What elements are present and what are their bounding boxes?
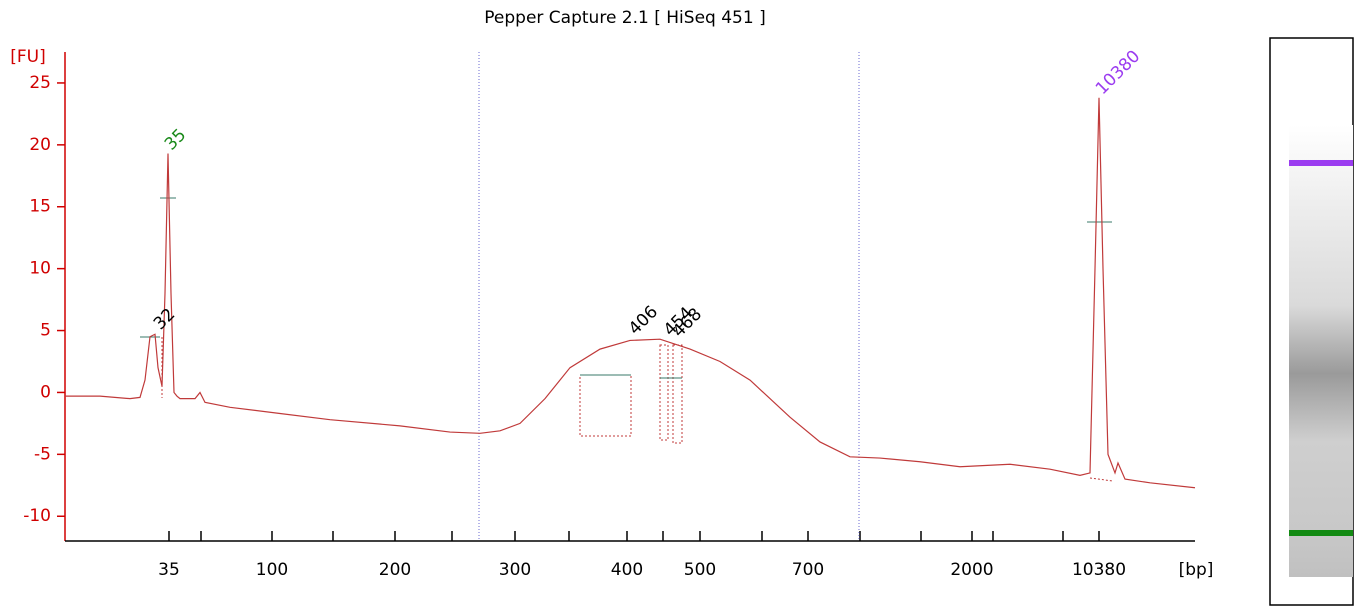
- x-tick-label: 200: [379, 560, 411, 580]
- x-tick-label: 100: [256, 560, 288, 580]
- y-tick-label: 15: [29, 197, 51, 217]
- integration-boxes: [161, 337, 1114, 482]
- x-axis-label: [bp]: [1179, 560, 1214, 580]
- y-tick-label: 25: [29, 73, 51, 93]
- y-tick-label: 10: [29, 259, 51, 279]
- x-tick-label: 2000: [950, 560, 993, 580]
- peak-label: 32: [150, 305, 179, 334]
- x-tick-label: 700: [792, 560, 824, 580]
- peak-label: 406: [625, 302, 662, 339]
- y-tick-label: -5: [34, 444, 51, 464]
- x-tick-label: 35: [158, 560, 180, 580]
- y-tick-label: 0: [40, 382, 51, 402]
- peak-baselines: [140, 197, 1112, 379]
- x-tick-label: 400: [611, 560, 643, 580]
- y-axis-label: [FU]: [10, 47, 46, 67]
- y-tick-label: -10: [23, 506, 51, 526]
- y-tick-label: 5: [40, 321, 51, 341]
- peak-label: 10380: [1092, 46, 1144, 98]
- peak-label: 35: [161, 125, 190, 154]
- gel-lane: [1269, 37, 1354, 606]
- y-tick-label: 20: [29, 135, 51, 155]
- trace: [65, 97, 1196, 489]
- x-tick-label: 300: [499, 560, 531, 580]
- x-tick-label: 10380: [1072, 560, 1126, 580]
- x-tick-label: 500: [684, 560, 716, 580]
- chart-title: Pepper Capture 2.1 [ HiSeq 451 ]: [484, 8, 765, 28]
